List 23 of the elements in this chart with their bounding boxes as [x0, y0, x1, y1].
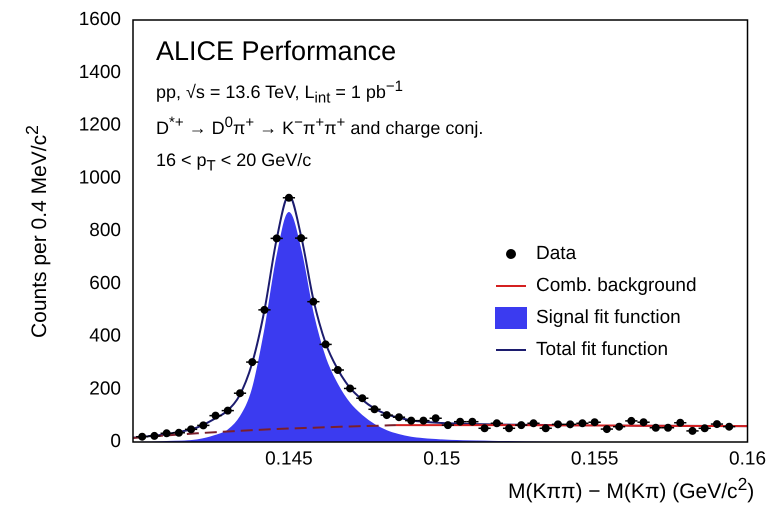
- x-axis-title: M(Kππ) − M(Kπ) (GeV/c$^{2}$): [508, 474, 754, 504]
- y-tick-label: 400: [89, 326, 121, 347]
- x-tick-label: 0.145: [265, 448, 313, 470]
- y-tick-label: 1000: [78, 167, 121, 188]
- text: D$^{*+}$ → D$^{0}$π$^{+}$ → K$^{−}$π$^{+}$π$^{+}$ and charge conj.: [156, 114, 484, 138]
- x-tick-label: 0.16: [729, 448, 766, 470]
- annotation: 16 < p$_{T}$ < 20 GeV/c: [156, 150, 312, 175]
- y-tick-label: 0: [110, 431, 121, 452]
- y-tick-label: 800: [89, 220, 121, 242]
- legend-label: Signal fit function: [536, 307, 681, 329]
- y-tick-label: 1200: [78, 114, 121, 136]
- annotation: ALICE Performance: [156, 36, 396, 67]
- y-tick-label: 1400: [78, 62, 121, 83]
- legend-label: Data: [536, 243, 576, 265]
- x-tick-label: 0.15: [423, 448, 460, 470]
- legend-label: Total fit function: [536, 339, 668, 361]
- y-tick-label: 200: [89, 378, 121, 400]
- y-tick-label: 1600: [78, 9, 121, 30]
- line-series: [133, 424, 397, 440]
- x-tick-label: 0.155: [570, 448, 618, 470]
- legend-label: Comb. background: [536, 275, 697, 297]
- y-tick-label: 600: [89, 272, 121, 294]
- annotation: pp, √s = 13.6 TeV, L$_{int}$ = 1 pb$^{−1}$: [156, 78, 404, 107]
